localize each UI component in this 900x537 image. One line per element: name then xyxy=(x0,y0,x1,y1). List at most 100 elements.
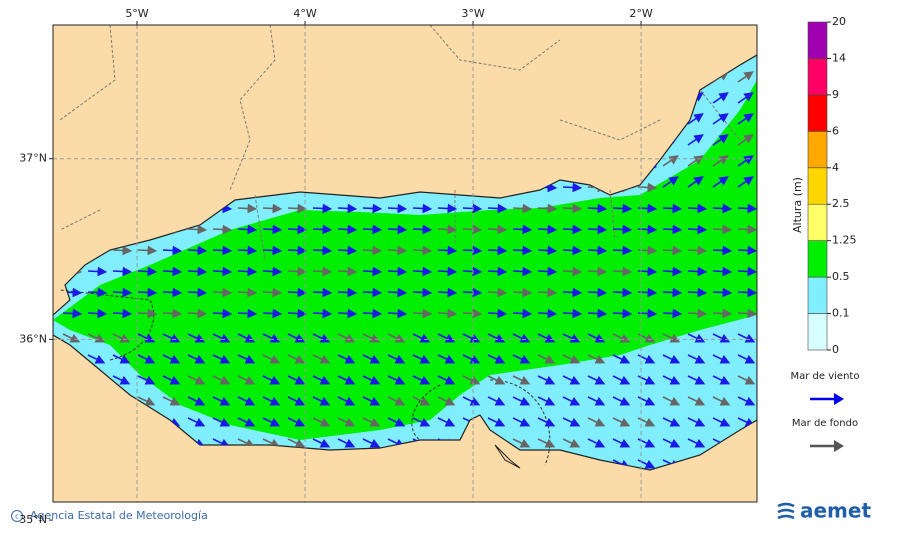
arrow xyxy=(687,417,706,427)
colorbar-segment xyxy=(807,167,828,205)
arrow xyxy=(562,245,583,256)
arrow xyxy=(462,308,483,319)
arrow xyxy=(187,417,206,427)
arrow xyxy=(312,333,331,343)
arrow xyxy=(462,203,483,214)
arrow xyxy=(687,113,704,125)
arrow xyxy=(537,203,558,214)
arrow xyxy=(212,308,233,319)
arrow xyxy=(437,375,456,385)
arrow xyxy=(162,266,183,277)
legend-label: Mar de fondo xyxy=(792,418,858,429)
arrow xyxy=(287,287,308,298)
arrow xyxy=(637,308,658,319)
arrow xyxy=(562,354,581,364)
arrow xyxy=(487,245,508,256)
arrow xyxy=(462,287,483,298)
arrow xyxy=(712,134,729,146)
arrow xyxy=(612,308,633,319)
legend-arrowhead xyxy=(834,440,844,452)
arrow xyxy=(387,224,408,235)
arrow xyxy=(662,375,681,385)
arrow xyxy=(562,182,583,193)
arrow xyxy=(237,203,258,214)
arrow xyxy=(362,287,383,298)
arrow xyxy=(587,287,608,298)
colorbar-segment xyxy=(807,203,828,241)
arrow xyxy=(312,308,333,319)
arrow xyxy=(487,308,508,319)
copyright-icon xyxy=(11,510,23,522)
arrow xyxy=(287,203,308,214)
arrow xyxy=(162,245,183,256)
arrow xyxy=(512,308,533,319)
logo: aemet xyxy=(777,499,871,523)
legend-arrowhead xyxy=(834,393,844,405)
arrow xyxy=(212,245,233,256)
arrow xyxy=(512,375,531,385)
arrow xyxy=(562,224,583,235)
colorbar-segment xyxy=(807,276,828,314)
arrow xyxy=(687,396,706,406)
arrow xyxy=(512,224,533,235)
arrow xyxy=(262,438,281,448)
arrow xyxy=(587,266,608,277)
arrow xyxy=(487,224,508,235)
arrow xyxy=(612,266,633,277)
legend: Mar de viento Mar de fondo xyxy=(791,371,859,452)
logo-text: aemet xyxy=(800,499,871,523)
arrow xyxy=(237,287,258,298)
arrow xyxy=(637,396,656,406)
arrow xyxy=(737,333,756,343)
arrow xyxy=(737,245,757,256)
arrow xyxy=(562,308,583,319)
arrow xyxy=(312,417,331,427)
arrow xyxy=(287,224,308,235)
arrow xyxy=(412,287,433,298)
arrow xyxy=(662,203,683,214)
lon-label: 2°W xyxy=(629,7,652,20)
arrow xyxy=(187,354,206,364)
arrow xyxy=(587,354,606,364)
arrow xyxy=(662,266,683,277)
arrow xyxy=(537,375,556,385)
colorbar-label: 0.5 xyxy=(832,270,850,283)
arrow xyxy=(737,203,757,214)
arrow xyxy=(387,375,406,385)
footer-credit: c Agencia Estatal de Meteorología xyxy=(11,509,208,522)
arrow xyxy=(312,375,331,385)
arrow xyxy=(487,287,508,298)
arrow xyxy=(687,266,708,277)
arrow xyxy=(487,203,508,214)
arrow xyxy=(637,266,658,277)
copyright-c: c xyxy=(15,513,19,521)
arrow xyxy=(137,396,156,406)
arrow xyxy=(187,396,206,406)
arrow xyxy=(212,375,231,385)
arrow xyxy=(487,333,506,343)
colorbar-segment xyxy=(807,94,828,132)
arrow xyxy=(187,224,208,235)
arrow xyxy=(362,203,383,214)
arrow xyxy=(662,287,683,298)
arrow xyxy=(512,245,533,256)
arrow xyxy=(562,333,581,343)
arrow xyxy=(737,308,757,319)
arrow xyxy=(712,203,733,214)
arrow xyxy=(637,375,656,385)
arrow xyxy=(62,308,83,319)
arrow xyxy=(562,375,581,385)
credit: Agencia Estatal de Meteorología xyxy=(30,509,208,522)
arrow xyxy=(162,375,181,385)
arrow xyxy=(312,245,333,256)
arrow xyxy=(612,396,631,406)
arrow xyxy=(262,203,283,214)
arrow xyxy=(562,438,581,448)
arrow xyxy=(287,438,306,448)
arrow xyxy=(287,245,308,256)
arrow xyxy=(187,308,208,319)
arrow xyxy=(412,396,431,406)
arrow xyxy=(162,396,181,406)
arrow xyxy=(387,203,408,214)
